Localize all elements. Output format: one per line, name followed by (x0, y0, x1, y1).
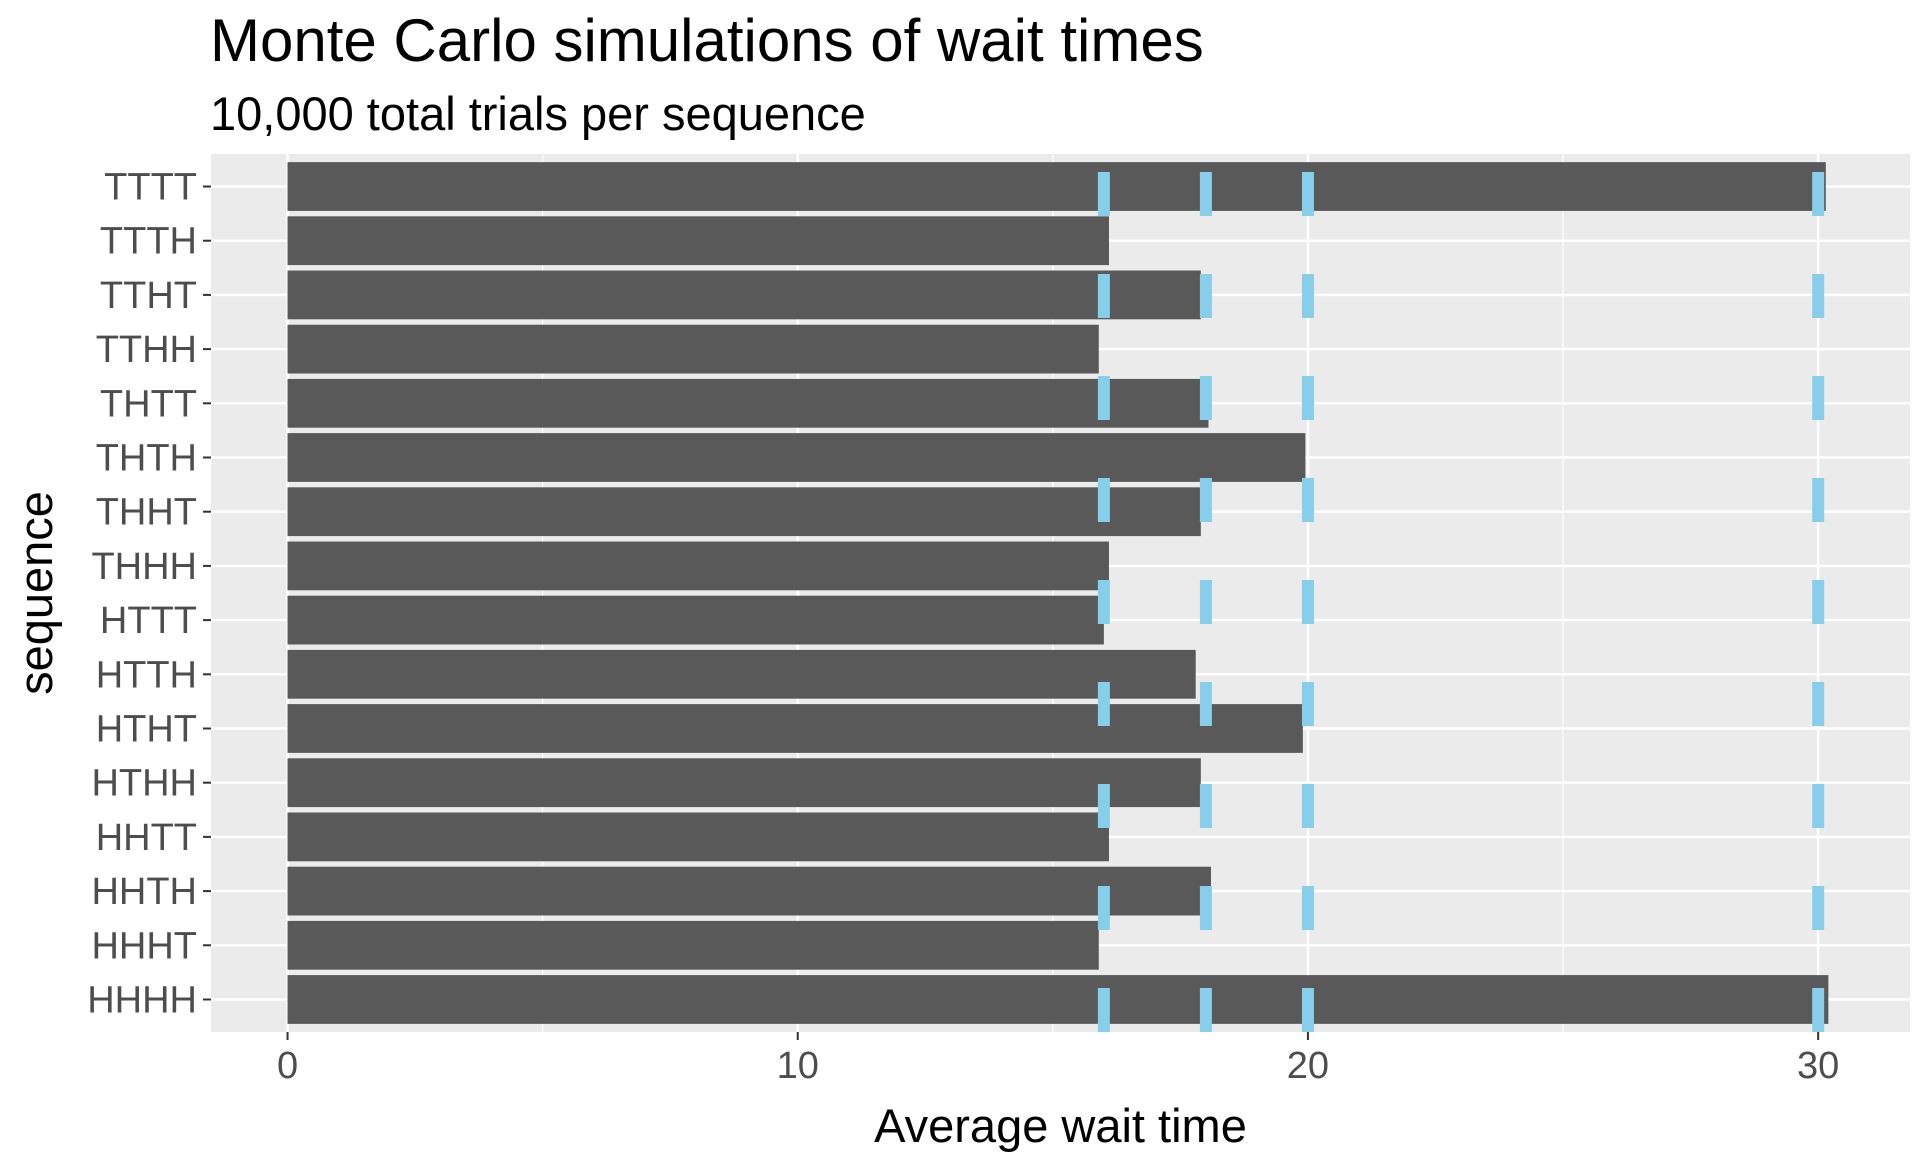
bar-htth (287, 649, 1196, 699)
y-tick-label: TTTT (104, 167, 197, 209)
bar-ttht (287, 270, 1201, 320)
bar-hhht (287, 920, 1099, 970)
y-tick-label: HTTH (96, 654, 197, 696)
reference-lines (1097, 154, 1825, 1032)
bars (287, 162, 1829, 1024)
y-tick-label: TTHH (96, 329, 197, 371)
chart-subtitle: 10,000 total trials per sequence (210, 87, 866, 140)
bar-hthh (287, 758, 1201, 808)
bar-thht (287, 487, 1201, 537)
bar-hhth (287, 866, 1212, 916)
bar-hhtt (287, 812, 1109, 862)
y-axis-label: sequence (9, 491, 62, 695)
y-tick-label: HHHH (87, 979, 197, 1021)
y-tick-label: HTHH (91, 763, 197, 805)
bar-tthh (287, 324, 1099, 374)
y-tick-label: THHT (96, 492, 197, 534)
chart-title: Monte Carlo simulations of wait times (210, 7, 1204, 74)
y-axis: HHHH HHHT HHTH HHTT HTHH HTHT HTTH HTTT THHH THHT… (87, 167, 211, 1021)
bar-thtt (287, 378, 1209, 428)
y-tick-label: TTTH (100, 221, 197, 263)
x-tick-label: 30 (1797, 1045, 1839, 1087)
x-tick-label: 10 (777, 1045, 819, 1087)
bar-thhh (287, 541, 1109, 591)
bar-thth (287, 433, 1306, 482)
y-tick-label: HTHT (96, 708, 197, 750)
y-tick-label: HHTT (96, 817, 197, 859)
y-tick-label: HHTH (91, 871, 197, 913)
y-tick-label: TTHT (100, 275, 197, 317)
bar-tttt (287, 162, 1826, 211)
x-tick-label: 0 (277, 1045, 298, 1087)
y-tick-label: THTT (100, 383, 197, 425)
x-axis: 0 10 20 30 (277, 1032, 1839, 1087)
x-axis-label: Average wait time (874, 1099, 1247, 1152)
bar-httt (287, 595, 1104, 645)
bar-htht (287, 704, 1303, 753)
y-tick-label: HTTT (100, 600, 197, 642)
y-tick-label: HHHT (91, 925, 197, 967)
y-tick-label: THHH (91, 546, 197, 588)
x-tick-label: 20 (1287, 1045, 1329, 1087)
bar-hhhh (287, 975, 1829, 1024)
bar-ttth (287, 216, 1109, 266)
y-tick-label: THTH (96, 438, 197, 480)
